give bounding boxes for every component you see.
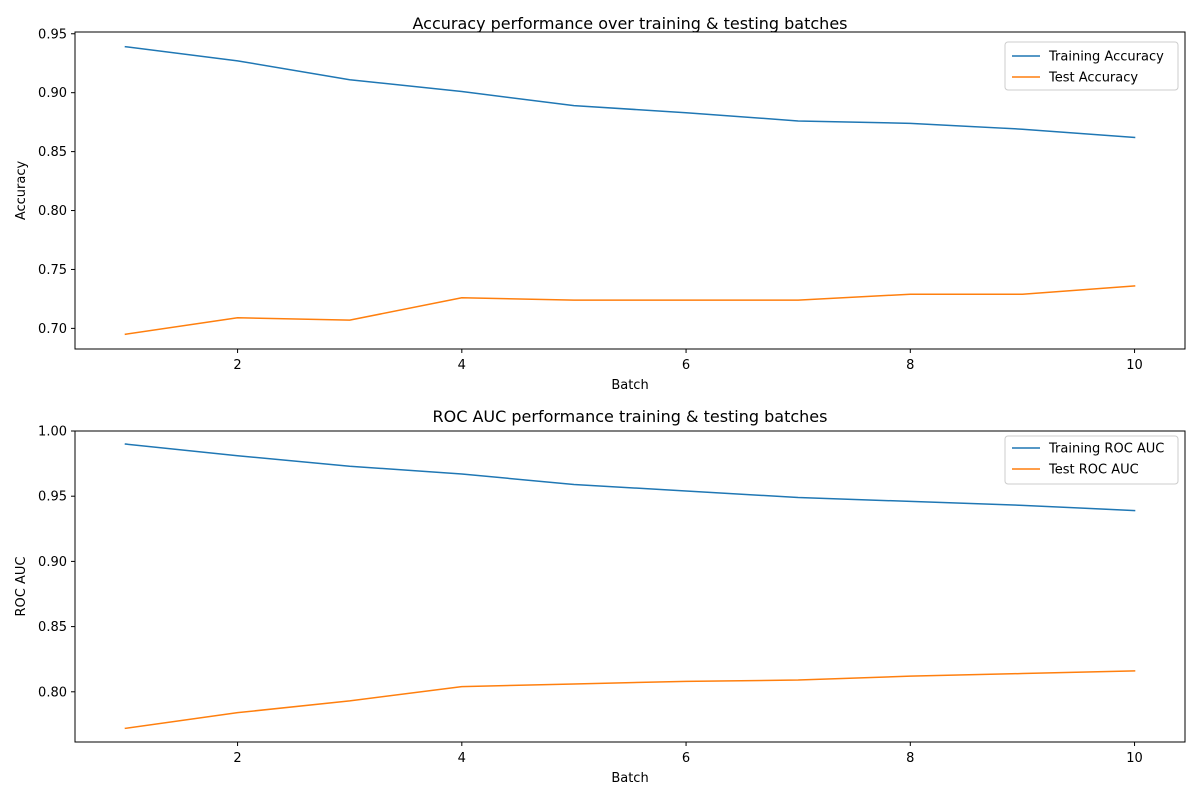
roc-auc-axes-frame [74,430,1186,743]
roc-auc-y-tick-label: 0.80 [38,685,67,700]
accuracy-series-line-training [124,45,1136,139]
accuracy-legend-label-test: Test Accuracy [1048,71,1138,86]
accuracy-x-tick-label: 8 [906,358,914,373]
roc-auc-y-tick-label: 1.00 [38,425,67,440]
accuracy-y-tick-label: 0.95 [38,27,67,42]
roc-auc-series-line-training [124,443,1136,512]
roc-auc-y-tick-label: 0.90 [38,555,67,570]
roc-auc-x-tick-label: 8 [906,751,914,766]
accuracy-x-tick-label: 10 [1126,358,1143,373]
roc-auc-y-ticks: 0.80 0.85 0.90 0.95 1.00 [38,425,75,700]
roc-auc-x-tick-label: 2 [233,751,241,766]
roc-auc-legend-label-test: Test ROC AUC [1048,463,1139,478]
accuracy-y-tick-label: 0.75 [38,263,67,278]
accuracy-x-tick-label: 6 [682,358,690,373]
roc-auc-plot-area [124,443,1136,730]
accuracy-plot-area [124,45,1136,336]
accuracy-x-tick-label: 4 [458,358,466,373]
accuracy-y-ticks: 0.70 0.75 0.80 0.85 0.90 0.95 [38,27,75,337]
accuracy-x-tick-label: 2 [233,358,241,373]
accuracy-y-tick-label: 0.80 [38,204,67,219]
roc-auc-y-axis-label: ROC AUC [14,557,29,617]
roc-auc-x-tick-label: 4 [458,751,466,766]
roc-auc-chart: ROC AUC performance training & testing b… [14,407,1186,786]
accuracy-x-axis-label: Batch [611,378,648,393]
roc-auc-legend: Training ROC AUC Test ROC AUC [1004,435,1179,485]
accuracy-chart: Accuracy performance over training & tes… [14,14,1186,393]
roc-auc-x-tick-label: 10 [1126,751,1143,766]
roc-auc-x-axis-label: Batch [611,771,648,786]
accuracy-legend-box [1004,41,1179,91]
accuracy-legend-label-training: Training Accuracy [1048,50,1164,65]
roc-auc-y-tick-label: 0.95 [38,490,67,505]
accuracy-y-tick-label: 0.90 [38,86,67,101]
roc-auc-x-tick-label: 6 [682,751,690,766]
roc-auc-legend-label-training: Training ROC AUC [1048,442,1164,457]
accuracy-chart-title: Accuracy performance over training & tes… [413,14,848,33]
accuracy-y-axis-label: Accuracy [14,161,29,221]
accuracy-series-line-test [124,285,1136,336]
accuracy-axes-frame [74,31,1186,350]
accuracy-y-tick-label: 0.70 [38,322,67,337]
roc-auc-series-line-test [124,670,1136,730]
accuracy-y-tick-label: 0.85 [38,145,67,160]
roc-auc-legend-box [1004,435,1179,485]
accuracy-x-ticks: 2 4 6 8 10 [233,349,1143,373]
roc-auc-chart-title: ROC AUC performance training & testing b… [433,407,828,426]
roc-auc-x-ticks: 2 4 6 8 10 [233,742,1143,766]
accuracy-legend: Training Accuracy Test Accuracy [1004,41,1179,91]
roc-auc-y-tick-label: 0.85 [38,620,67,635]
